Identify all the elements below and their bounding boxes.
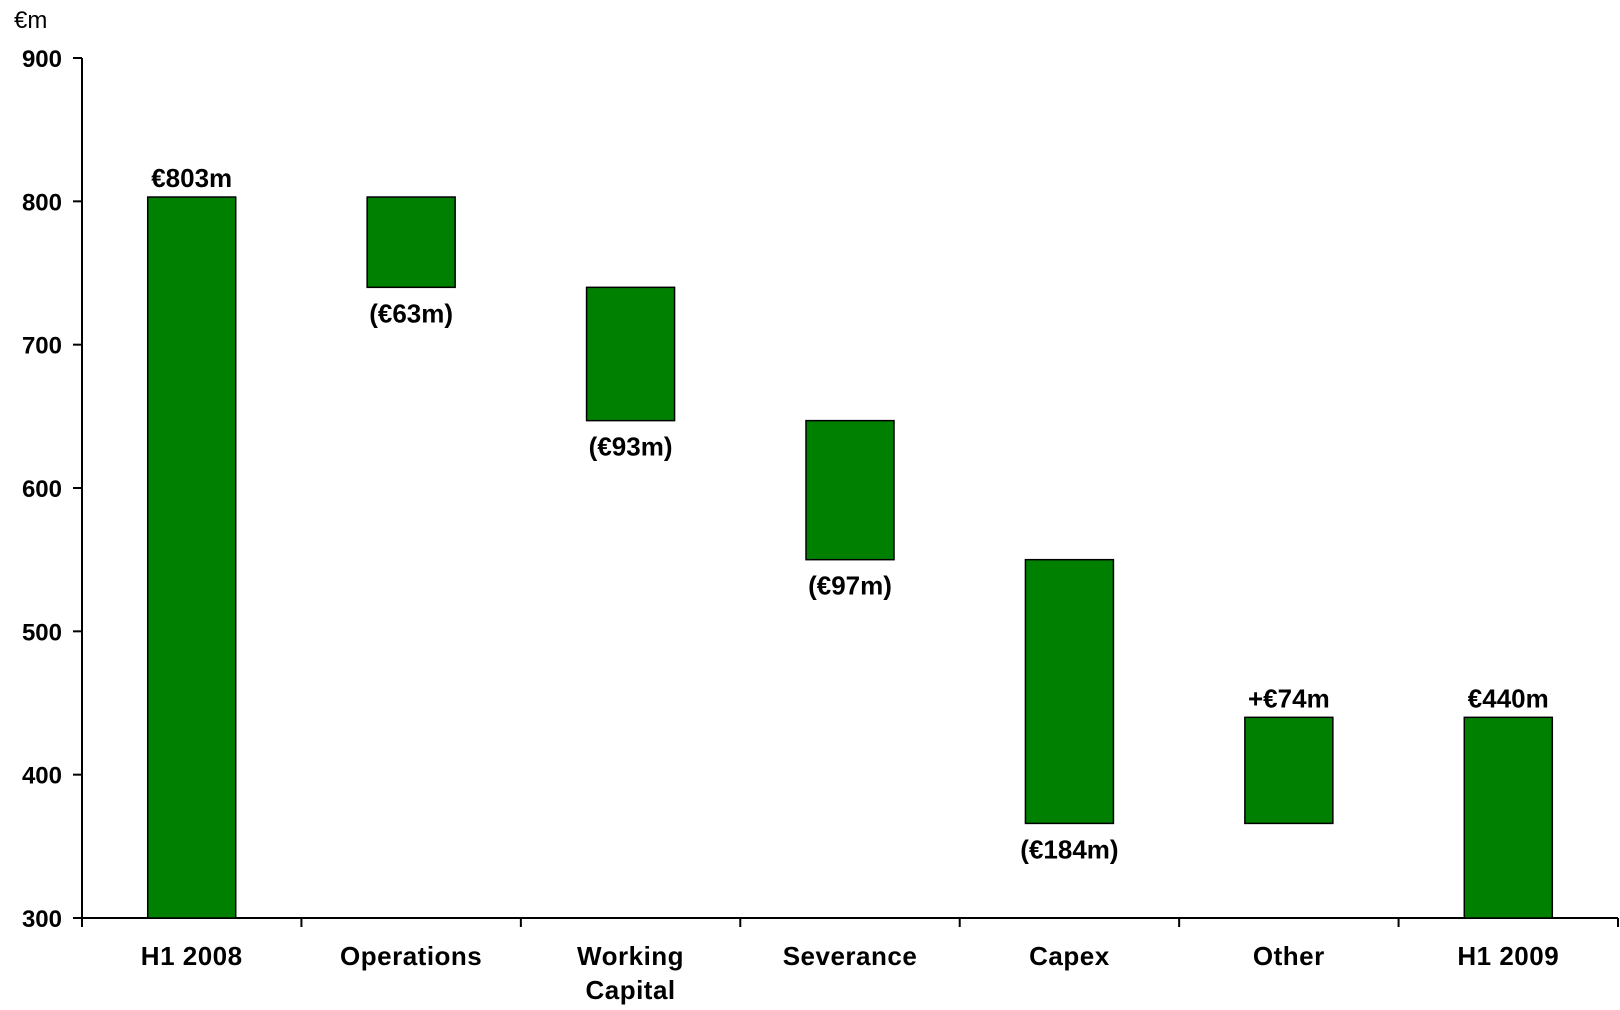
waterfall-bar	[585, 286, 676, 422]
data-label: (€63m)	[369, 298, 453, 328]
x-axis: H1 2008 Operations Working Capital Severance…	[81, 917, 1619, 1005]
unit-label: €m	[14, 7, 47, 34]
y-tick-label: 400	[22, 763, 62, 790]
y-tick-label: 800	[22, 189, 62, 216]
waterfall-bar	[146, 196, 237, 919]
x-category-label: H1 2009	[1457, 941, 1559, 971]
x-category-label: Operations	[340, 941, 482, 971]
data-labels: €803m (€63m) (€93m) (€97m) (€184m) +€74m €440m	[151, 163, 1549, 864]
waterfall-bar	[805, 419, 895, 561]
waterfall-bar	[366, 196, 456, 289]
y-tick-label: 600	[22, 476, 62, 503]
x-category-label: Other	[1253, 941, 1325, 971]
bars	[146, 196, 1554, 919]
data-label: (€184m)	[1020, 834, 1118, 864]
y-tick-label: 900	[22, 46, 62, 73]
y-tick-label: 700	[22, 333, 62, 360]
y-axis: 300 400 500 600 700 800 900	[22, 46, 83, 933]
data-label: (€93m)	[589, 432, 673, 462]
y-tick-label: 500	[22, 619, 62, 646]
waterfall-bar	[1463, 716, 1554, 919]
data-label: (€97m)	[808, 571, 892, 601]
y-tick-label: 300	[22, 906, 62, 933]
x-category-label: Working Capital	[577, 941, 684, 1005]
x-category-label: H1 2008	[141, 941, 243, 971]
data-label: €440m	[1468, 683, 1549, 713]
x-category-label: Severance	[783, 941, 918, 971]
waterfall-bar	[1024, 558, 1115, 825]
x-category-label: Capex	[1029, 941, 1110, 971]
data-label: €803m	[151, 163, 232, 193]
data-label: +€74m	[1248, 683, 1330, 713]
waterfall-bar	[1244, 716, 1334, 825]
